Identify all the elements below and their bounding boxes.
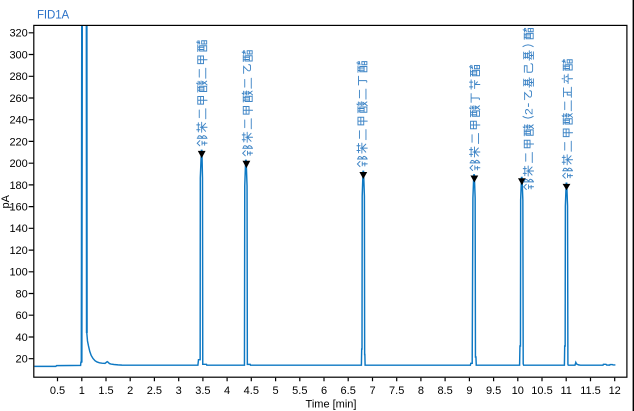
svg-text:120: 120 xyxy=(9,245,27,257)
svg-text:10.5: 10.5 xyxy=(531,385,552,397)
svg-text:220: 220 xyxy=(9,136,27,148)
svg-text:FID1A: FID1A xyxy=(37,10,70,22)
svg-text:20: 20 xyxy=(16,354,28,366)
svg-text:140: 140 xyxy=(9,223,27,235)
svg-text:6: 6 xyxy=(321,385,327,397)
svg-text:Time [min]: Time [min] xyxy=(306,399,357,411)
svg-text:40: 40 xyxy=(16,332,28,344)
svg-text:8.5: 8.5 xyxy=(437,385,452,397)
svg-text:2.5: 2.5 xyxy=(147,385,162,397)
svg-text:7.5: 7.5 xyxy=(389,385,404,397)
svg-text:12: 12 xyxy=(609,385,621,397)
svg-text:5.5: 5.5 xyxy=(292,385,307,397)
svg-text:3.5: 3.5 xyxy=(195,385,210,397)
svg-text:200: 200 xyxy=(9,158,27,170)
svg-text:1.5: 1.5 xyxy=(98,385,113,397)
svg-text:100: 100 xyxy=(9,267,27,279)
svg-text:9: 9 xyxy=(466,385,472,397)
svg-text:9.5: 9.5 xyxy=(486,385,501,397)
svg-text:pA: pA xyxy=(0,194,12,208)
svg-text:280: 280 xyxy=(9,71,27,83)
svg-text:5: 5 xyxy=(273,385,279,397)
svg-text:4.5: 4.5 xyxy=(244,385,259,397)
svg-text:7: 7 xyxy=(369,385,375,397)
svg-text:3: 3 xyxy=(176,385,182,397)
svg-text:240: 240 xyxy=(9,115,27,127)
svg-text:2: 2 xyxy=(127,385,133,397)
svg-text:8: 8 xyxy=(418,385,424,397)
svg-text:300: 300 xyxy=(9,49,27,61)
svg-text:80: 80 xyxy=(16,288,28,300)
svg-text:160: 160 xyxy=(9,202,27,214)
svg-text:6.5: 6.5 xyxy=(341,385,356,397)
svg-text:1: 1 xyxy=(79,385,85,397)
svg-text:4: 4 xyxy=(224,385,230,397)
svg-text:2: 2 xyxy=(524,108,536,115)
svg-text:260: 260 xyxy=(9,93,27,105)
svg-text:11.5: 11.5 xyxy=(580,385,601,397)
svg-text:10: 10 xyxy=(512,385,524,397)
svg-text:180: 180 xyxy=(9,180,27,192)
svg-text:60: 60 xyxy=(16,310,28,322)
svg-text:320: 320 xyxy=(9,28,27,40)
svg-text:11: 11 xyxy=(560,385,571,397)
svg-text:0.5: 0.5 xyxy=(50,385,65,397)
